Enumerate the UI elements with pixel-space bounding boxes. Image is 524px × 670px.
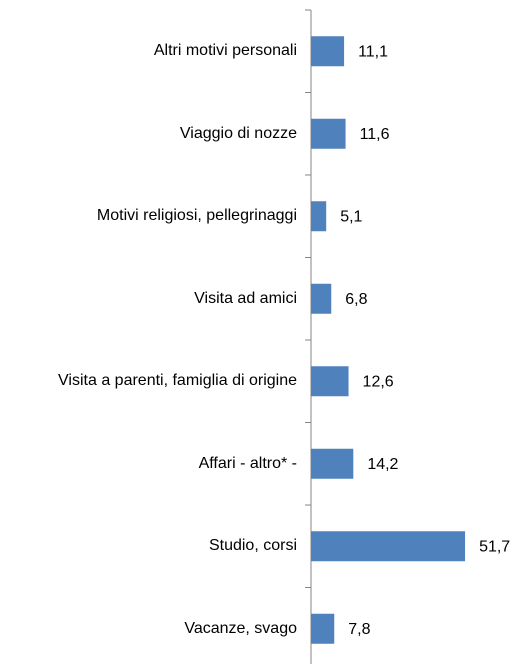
- value-label: 14,2: [367, 456, 398, 473]
- bar: [311, 119, 346, 149]
- bar: [311, 614, 334, 644]
- value-label: 6,8: [345, 291, 367, 308]
- bar: [311, 201, 326, 231]
- value-label: 11,1: [358, 43, 388, 60]
- bar: [311, 449, 353, 479]
- value-label: 12,6: [363, 373, 394, 390]
- bar: [311, 531, 465, 561]
- bar: [311, 284, 331, 314]
- value-label: 11,6: [360, 126, 390, 143]
- bar: [311, 36, 344, 66]
- bar: [311, 366, 349, 396]
- value-label: 7,8: [348, 621, 370, 638]
- value-label: 5,1: [340, 208, 362, 225]
- value-label: 51,7: [479, 538, 510, 555]
